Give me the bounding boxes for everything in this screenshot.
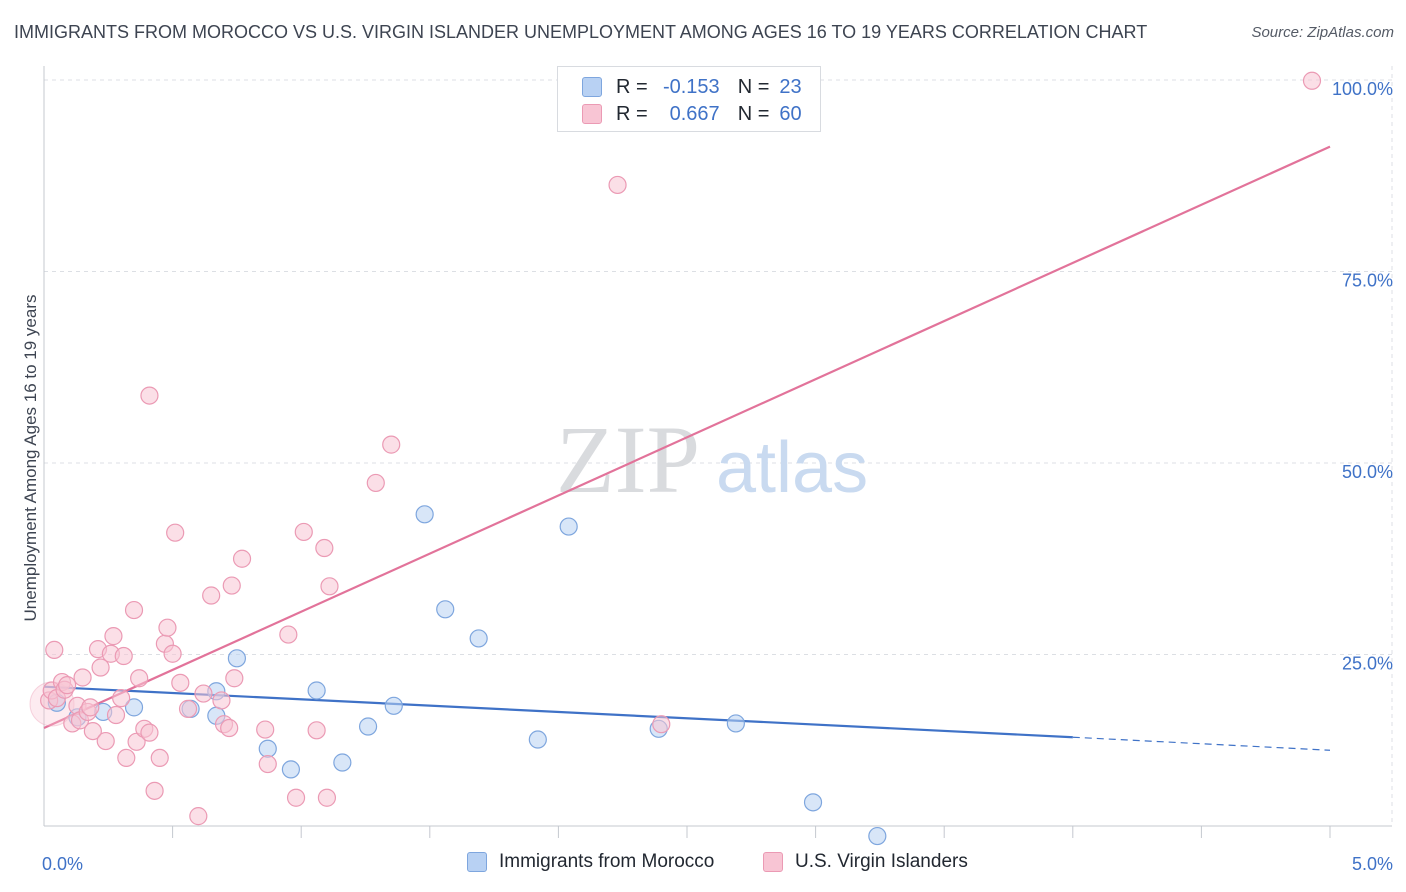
data-point-blue <box>258 739 277 758</box>
x-tick-label-right: 5.0% <box>1352 854 1393 874</box>
data-point-pink <box>81 698 100 717</box>
data-point-pink <box>58 676 77 695</box>
data-point-pink <box>124 600 144 620</box>
trend-line-dashed-blue <box>1072 736 1331 751</box>
data-point-pink <box>112 689 131 708</box>
data-point-pink <box>178 699 198 718</box>
data-point-blue <box>436 600 455 619</box>
data-point-blue <box>307 681 326 700</box>
data-point-pink <box>220 718 239 738</box>
source-credit: Source: ZipAtlas.com <box>1251 24 1394 41</box>
legend-r-value: 0.667 <box>669 102 720 125</box>
data-point-blue <box>726 714 745 733</box>
y-tick-labels: 25.0% 50.0% 75.0% 100.0% <box>1332 79 1393 674</box>
watermark-zip: ZIP <box>556 406 700 513</box>
data-point-pink <box>307 721 326 740</box>
y-tick-label: 75.0% <box>1342 271 1393 291</box>
data-point-pink <box>140 723 159 742</box>
legend-swatch-pink <box>582 104 602 124</box>
data-point-pink <box>194 684 213 703</box>
data-points <box>29 71 1322 846</box>
legend-row-virgin-islanders: R = 0.667 N = 60 <box>558 99 802 129</box>
data-point-blue <box>868 826 887 846</box>
data-point-pink <box>140 386 159 405</box>
data-point-pink <box>317 788 337 807</box>
data-point-blue <box>358 717 378 736</box>
data-point-pink <box>202 586 221 605</box>
data-point-blue <box>124 698 144 717</box>
bottom-legend-swatch-pink <box>763 852 783 872</box>
data-point-pink <box>150 748 169 768</box>
data-point-pink <box>294 522 313 542</box>
legend-n-value: 60 <box>779 102 802 125</box>
data-point-blue <box>469 629 488 648</box>
bottom-legend-label: Immigrants from Morocco <box>499 851 715 872</box>
bottom-legend-virgin-islanders: U.S. Virgin Islanders <box>763 851 968 873</box>
x-tick-labels: 0.0% 5.0% <box>42 854 1393 874</box>
data-point-pink <box>652 715 671 734</box>
data-point-pink <box>83 721 102 741</box>
data-point-blue <box>333 753 352 772</box>
data-point-pink <box>166 523 185 542</box>
y-tick-label: 100.0% <box>1332 79 1393 99</box>
data-point-pink <box>258 754 277 774</box>
data-point-pink <box>158 618 177 637</box>
data-point-pink <box>145 781 164 800</box>
legend-n-label: N = <box>737 102 770 125</box>
legend-swatch-blue <box>582 77 602 97</box>
data-point-pink <box>608 175 627 195</box>
trend-line-pink <box>43 145 1331 730</box>
data-point-pink <box>114 646 133 666</box>
legend-r-value: -0.153 <box>662 75 720 98</box>
data-point-pink <box>212 691 231 710</box>
data-point-blue <box>415 505 434 524</box>
data-point-pink <box>225 669 244 688</box>
data-point-pink <box>106 705 126 725</box>
x-tick-label-left: 0.0% <box>42 854 83 874</box>
chart-title: IMMIGRANTS FROM MOROCCO VS U.S. VIRGIN I… <box>14 22 1148 42</box>
data-point-blue <box>384 696 403 715</box>
data-point-pink <box>232 549 252 568</box>
bottom-legend-morocco: Immigrants from Morocco <box>467 851 714 873</box>
correlation-legend: R = -0.153 N = 23 R = 0.667 N = 60 <box>557 66 821 132</box>
y-tick-label: 50.0% <box>1342 462 1393 482</box>
legend-r-label: R = <box>616 102 648 125</box>
data-point-pink <box>130 669 149 688</box>
data-point-pink <box>117 748 136 768</box>
data-point-pink <box>171 673 190 692</box>
data-point-pink <box>96 731 115 751</box>
data-point-pink <box>279 625 298 644</box>
data-point-blue <box>281 760 301 779</box>
data-point-pink <box>382 435 401 454</box>
data-point-pink <box>320 577 339 596</box>
bottom-legend-label: U.S. Virgin Islanders <box>795 851 968 872</box>
data-point-blue <box>528 730 547 749</box>
data-point-pink <box>91 658 110 677</box>
data-point-pink <box>366 473 385 493</box>
data-point-blue <box>227 649 246 668</box>
legend-r-label: R = <box>616 75 648 98</box>
data-point-pink <box>1302 71 1322 90</box>
data-point-pink <box>163 644 182 663</box>
watermark-atlas: atlas <box>716 428 868 508</box>
watermark: ZIP atlas <box>556 406 868 513</box>
data-point-pink <box>104 627 123 646</box>
bottom-legend-swatch-blue <box>467 852 487 872</box>
data-point-pink <box>256 720 275 739</box>
legend-n-label: N = <box>737 75 770 98</box>
data-point-pink <box>286 788 306 807</box>
data-point-pink <box>315 538 334 558</box>
gridlines <box>44 66 1393 826</box>
data-point-pink <box>73 668 92 687</box>
legend-row-morocco: R = -0.153 N = 23 <box>558 72 802 102</box>
data-point-blue <box>803 793 823 812</box>
legend-n-value: 23 <box>779 75 802 98</box>
y-tick-label: 25.0% <box>1342 654 1393 674</box>
data-point-pink <box>189 807 208 826</box>
data-point-pink <box>222 576 241 595</box>
data-point-pink <box>45 640 64 660</box>
data-point-blue <box>559 517 578 536</box>
